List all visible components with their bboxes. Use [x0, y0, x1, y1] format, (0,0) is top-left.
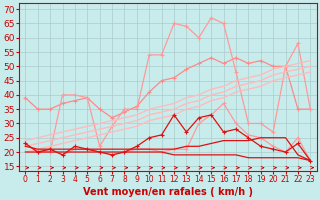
X-axis label: Vent moyen/en rafales ( km/h ): Vent moyen/en rafales ( km/h ) — [83, 187, 253, 197]
